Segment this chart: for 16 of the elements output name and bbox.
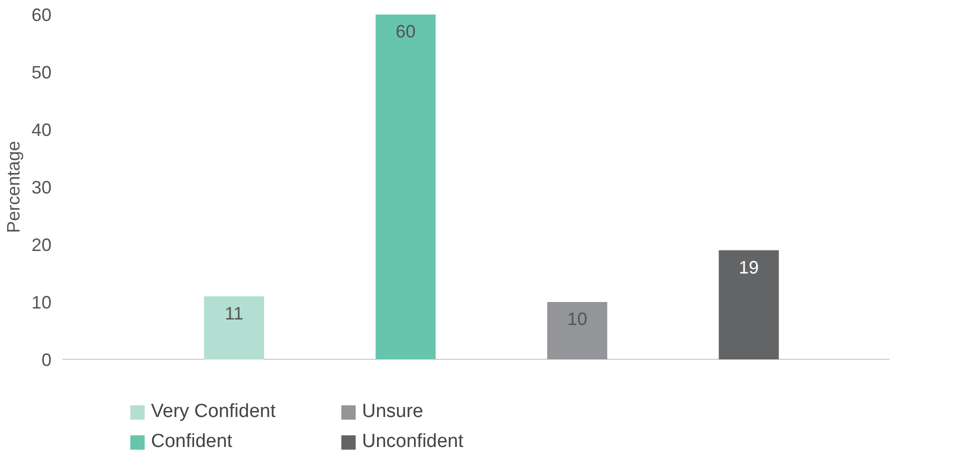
data-label: 10	[567, 309, 588, 329]
data-label: 60	[396, 22, 416, 42]
legend-label: Confident	[151, 431, 234, 453]
data-label: 11	[224, 303, 244, 324]
y-tick-label: 30	[31, 178, 52, 198]
y-tick-label: 20	[31, 235, 52, 255]
y-tick-label: 50	[31, 62, 52, 82]
data-label: 19	[738, 257, 759, 278]
y-tick-label: 10	[31, 292, 52, 312]
legend-label: Unsure	[362, 401, 424, 423]
y-tick-label: 60	[31, 5, 52, 25]
legend-label: Very Confident	[151, 401, 277, 423]
y-axis-title: Percentage	[3, 140, 24, 234]
y-tick-label: 0	[41, 350, 52, 370]
legend-label: Unconfident	[362, 431, 464, 453]
y-tick-label: 40	[31, 120, 52, 140]
